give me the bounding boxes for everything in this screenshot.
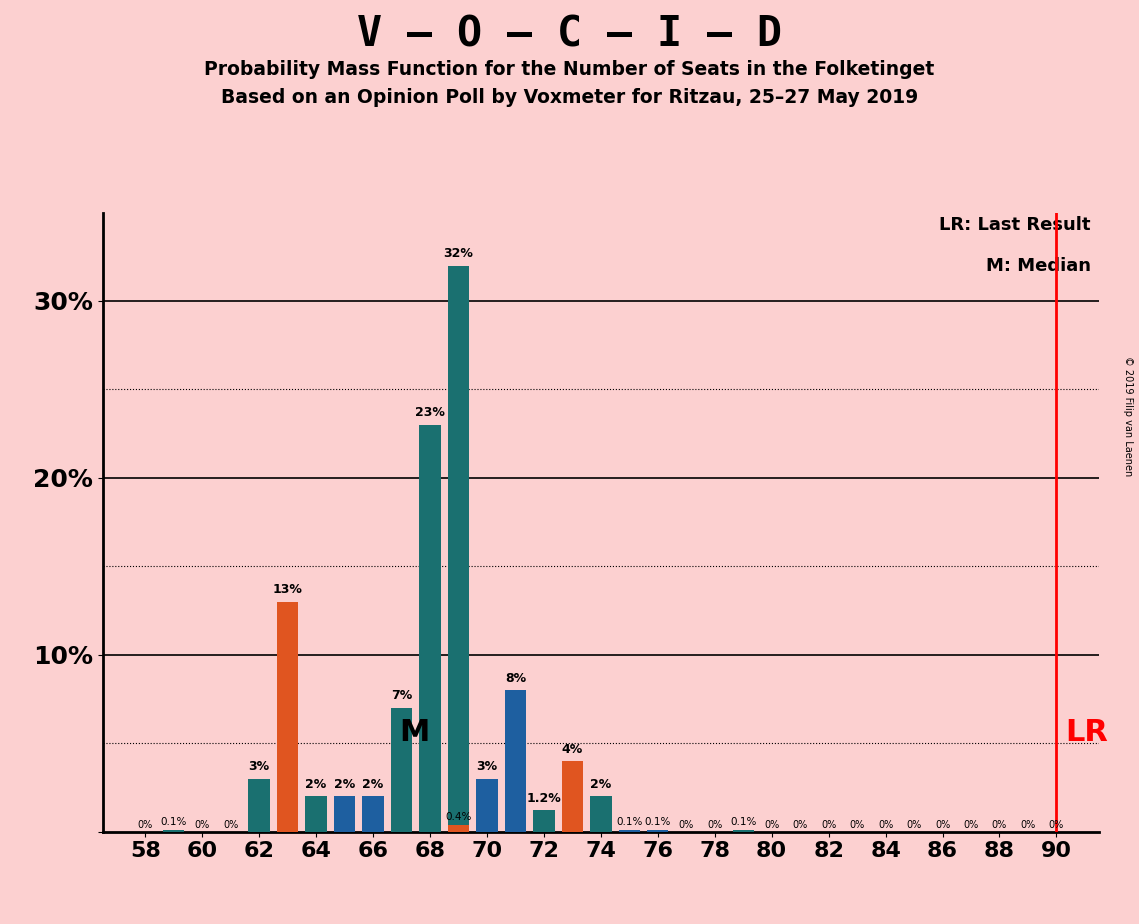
Text: Probability Mass Function for the Number of Seats in the Folketinget: Probability Mass Function for the Number… [204,60,935,79]
Bar [476,779,498,832]
Text: 2%: 2% [590,778,612,791]
Text: 0%: 0% [935,821,950,830]
Text: 13%: 13% [272,583,303,596]
Bar [391,708,412,832]
Text: 0%: 0% [138,821,153,830]
Text: 3%: 3% [476,760,498,773]
Text: 0%: 0% [793,821,808,830]
Text: 0%: 0% [679,821,694,830]
Text: 0%: 0% [223,821,238,830]
Bar [277,602,298,832]
Text: 0.1%: 0.1% [616,817,642,827]
Text: 0%: 0% [1049,821,1064,830]
Bar [505,690,526,832]
Text: LR: LR [1065,718,1108,747]
Text: 0%: 0% [850,821,865,830]
Text: 0%: 0% [707,821,722,830]
Text: 23%: 23% [415,407,445,419]
Text: 3%: 3% [248,760,270,773]
Text: 2%: 2% [305,778,327,791]
Text: 0.1%: 0.1% [730,817,756,827]
Bar [362,796,384,832]
Text: 0%: 0% [964,821,978,830]
Text: LR: Last Result: LR: Last Result [939,216,1091,234]
Text: V – O – C – I – D: V – O – C – I – D [357,14,782,55]
Text: 0%: 0% [195,821,210,830]
Bar [163,830,185,832]
Text: Based on an Opinion Poll by Voxmeter for Ritzau, 25–27 May 2019: Based on an Opinion Poll by Voxmeter for… [221,88,918,107]
Bar [647,830,669,832]
Text: 4%: 4% [562,743,583,756]
Bar [448,265,469,832]
Bar [305,796,327,832]
Text: 0.4%: 0.4% [445,812,472,821]
Bar [419,425,441,832]
Text: 7%: 7% [391,689,412,702]
Text: 0%: 0% [1021,821,1035,830]
Text: 8%: 8% [505,672,526,685]
Text: M: Median: M: Median [985,257,1091,274]
Bar [248,779,270,832]
Bar [334,796,355,832]
Text: 0%: 0% [878,821,893,830]
Text: 0.1%: 0.1% [645,817,671,827]
Bar [732,830,754,832]
Bar [448,824,469,832]
Bar [590,796,612,832]
Text: 32%: 32% [443,248,474,261]
Text: 2%: 2% [334,778,355,791]
Bar [618,830,640,832]
Text: 0.1%: 0.1% [161,817,187,827]
Text: 0%: 0% [821,821,836,830]
Text: 0%: 0% [907,821,921,830]
Bar [562,760,583,832]
Text: © 2019 Filip van Laenen: © 2019 Filip van Laenen [1123,356,1133,476]
Text: 2%: 2% [362,778,384,791]
Text: M: M [399,718,429,747]
Text: 0%: 0% [992,821,1007,830]
Bar [533,810,555,832]
Text: 1.2%: 1.2% [526,792,562,805]
Text: 0%: 0% [764,821,779,830]
